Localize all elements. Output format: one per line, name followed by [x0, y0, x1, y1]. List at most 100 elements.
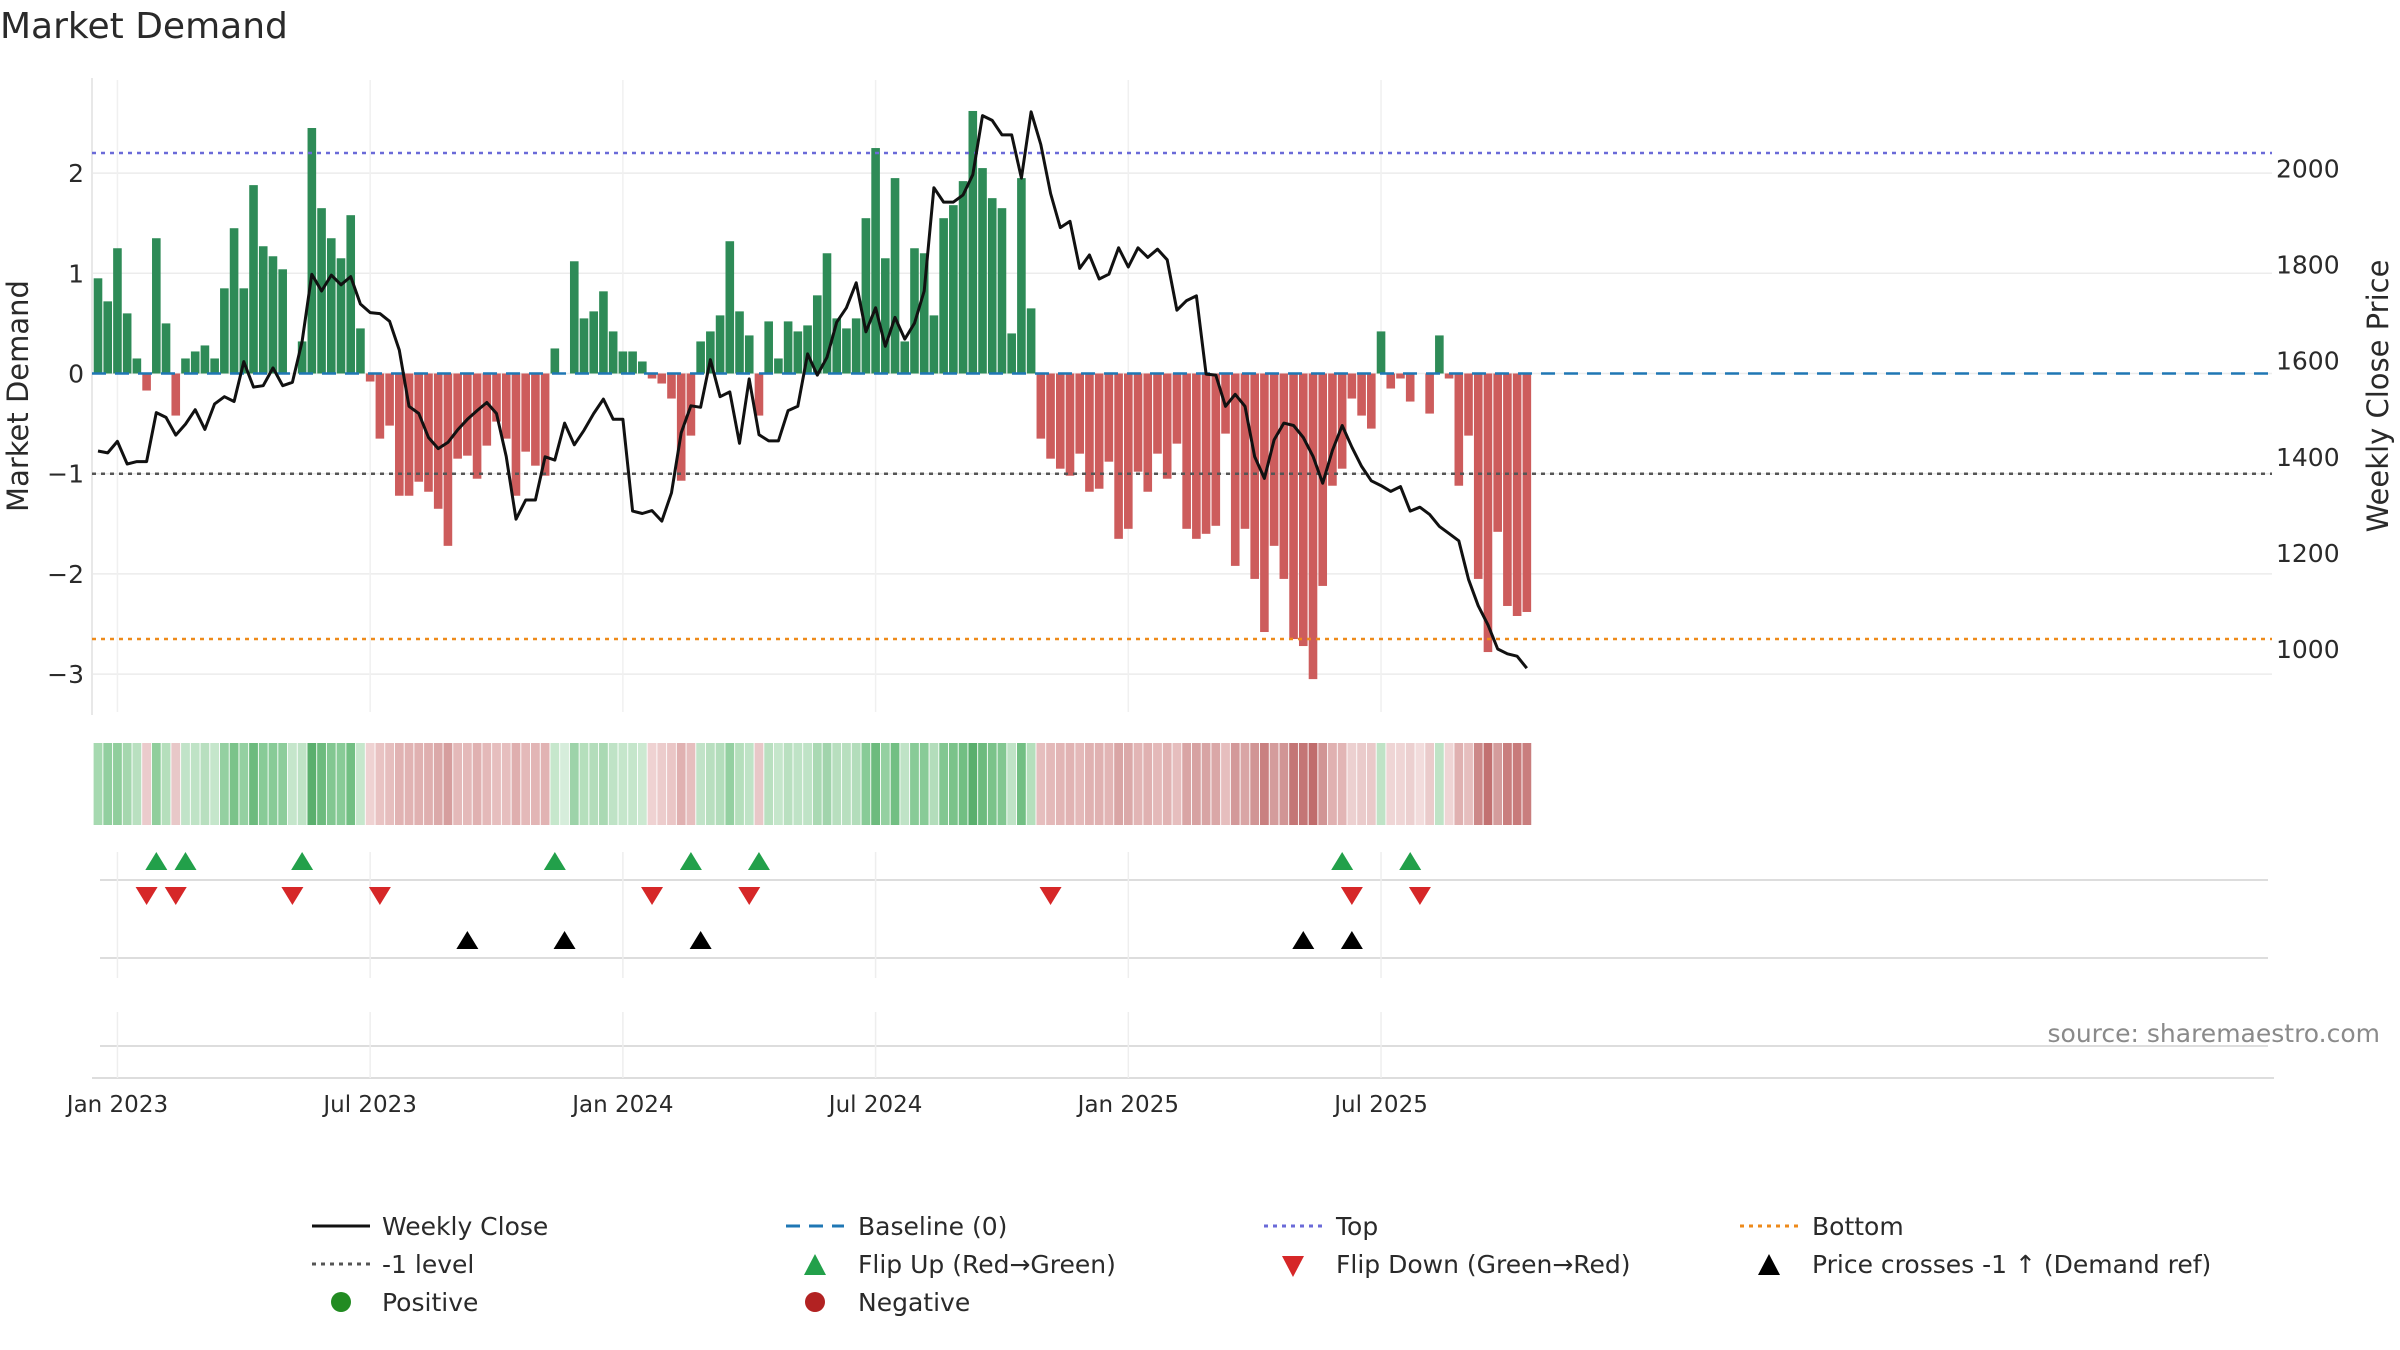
heat-cell-33: [414, 743, 424, 825]
y-tick-label-5: −3: [47, 660, 84, 689]
demand-bar-59: [667, 373, 676, 399]
demand-bar-102: [1085, 373, 1094, 492]
right-y-ticks: 2000 1800 1600 1400 1200 1000: [2276, 154, 2340, 663]
price-cross-marker-2: [689, 931, 712, 949]
demand-heat-strip: [93, 743, 1532, 825]
demand-bar-58: [657, 373, 667, 384]
demand-bar-95: [1017, 178, 1026, 374]
heat-cell-91: [978, 743, 987, 825]
heat-cell-67: [744, 743, 754, 825]
demand-bar-39: [472, 373, 482, 479]
demand-bar-55: [628, 351, 637, 374]
flip-down-marker-4: [641, 887, 664, 905]
demand-bar-17: [258, 246, 268, 374]
heat-cell-48: [560, 743, 569, 825]
demand-bars: [93, 110, 1532, 680]
demand-bar-94: [1007, 333, 1016, 374]
demand-bar-84: [910, 248, 919, 374]
legend-positive: Positive: [331, 1288, 478, 1317]
heat-cell-34: [424, 743, 433, 825]
heat-cell-22: [307, 743, 317, 825]
heat-cell-21: [297, 743, 307, 825]
heat-cell-109: [1153, 743, 1162, 825]
heat-cell-16: [249, 743, 258, 825]
demand-bar-7: [161, 323, 171, 374]
heat-cell-145: [1503, 743, 1512, 825]
y2-tick-label-2: 1600: [2276, 347, 2340, 376]
demand-bar-98: [1046, 373, 1055, 459]
heat-cell-121: [1269, 743, 1279, 825]
heat-cell-6: [151, 743, 161, 825]
demand-bar-46: [540, 373, 550, 476]
demand-bar-73: [803, 325, 812, 374]
demand-bar-47: [550, 348, 560, 374]
demand-bar-128: [1337, 373, 1347, 469]
heat-cell-2: [113, 743, 122, 825]
demand-bar-101: [1075, 373, 1085, 454]
demand-bar-62: [696, 341, 705, 374]
x-axis-ticks: Jan 2023 Jul 2023 Jan 2024 Jul 2024 Jan 2025…: [65, 1092, 1428, 1118]
heat-cell-8: [171, 743, 181, 825]
demand-bar-96: [1026, 308, 1036, 374]
demand-bar-114: [1201, 373, 1211, 534]
heat-cell-7: [161, 743, 171, 825]
demand-bar-44: [521, 373, 530, 452]
heat-cell-124: [1298, 743, 1308, 825]
heat-cell-64: [715, 743, 725, 825]
demand-bar-4: [132, 358, 142, 374]
heat-cell-75: [822, 743, 832, 825]
demand-bar-36: [443, 373, 453, 546]
heat-cell-133: [1386, 743, 1396, 825]
heat-cell-131: [1366, 743, 1376, 825]
heat-cell-42: [501, 743, 511, 825]
heat-cell-87: [939, 743, 949, 825]
lower-panels-grid: [92, 852, 2274, 1079]
demand-bar-118: [1240, 373, 1250, 529]
heat-cell-12: [210, 743, 220, 825]
heat-cell-41: [492, 743, 501, 825]
demand-bar-35: [433, 373, 443, 509]
legend-baseline: Baseline (0): [786, 1212, 1007, 1241]
demand-bar-53: [608, 331, 618, 374]
heat-cell-37: [453, 743, 463, 825]
demand-bar-76: [832, 318, 842, 374]
legend-flip-up: Flip Up (Red→Green): [804, 1250, 1116, 1279]
heat-cell-144: [1493, 743, 1503, 825]
heat-cell-39: [472, 743, 482, 825]
demand-bar-104: [1104, 373, 1114, 462]
demand-bar-79: [861, 218, 871, 374]
y-tick-label-1: 1: [68, 259, 84, 288]
demand-bar-52: [599, 291, 608, 374]
heat-cell-65: [725, 743, 735, 825]
flip-down-marker-0: [135, 887, 158, 905]
demand-bar-3: [122, 313, 132, 374]
y2-tick-label-1: 1800: [2276, 251, 2340, 280]
heat-cell-101: [1075, 743, 1085, 825]
heat-cell-99: [1055, 743, 1065, 825]
demand-bar-67: [744, 335, 754, 374]
demand-bar-34: [424, 373, 433, 492]
y-tick-label-4: −2: [47, 560, 84, 589]
heat-cell-24: [326, 743, 336, 825]
demand-bar-11: [200, 345, 210, 374]
demand-bar-74: [812, 295, 822, 374]
demand-bar-71: [783, 321, 793, 374]
demand-bar-12: [210, 358, 219, 374]
heat-cell-78: [851, 743, 861, 825]
legend-bottom: Bottom: [1740, 1212, 1904, 1241]
y2-axis-label: Weekly Close Price: [2361, 260, 2395, 533]
demand-bar-54: [618, 351, 628, 374]
heat-cell-136: [1415, 743, 1425, 825]
heat-cell-122: [1279, 743, 1289, 825]
demand-bar-50: [579, 318, 589, 374]
heat-cell-120: [1260, 743, 1269, 825]
heat-cell-114: [1201, 743, 1211, 825]
demand-bar-85: [919, 253, 929, 374]
heat-cell-96: [1026, 743, 1036, 825]
heat-cell-104: [1104, 743, 1114, 825]
heat-cell-93: [997, 743, 1007, 825]
heat-cell-32: [404, 743, 414, 825]
demand-bar-9: [181, 358, 190, 374]
heat-cell-88: [948, 743, 958, 825]
y2-tick-label-5: 1000: [2276, 635, 2340, 664]
